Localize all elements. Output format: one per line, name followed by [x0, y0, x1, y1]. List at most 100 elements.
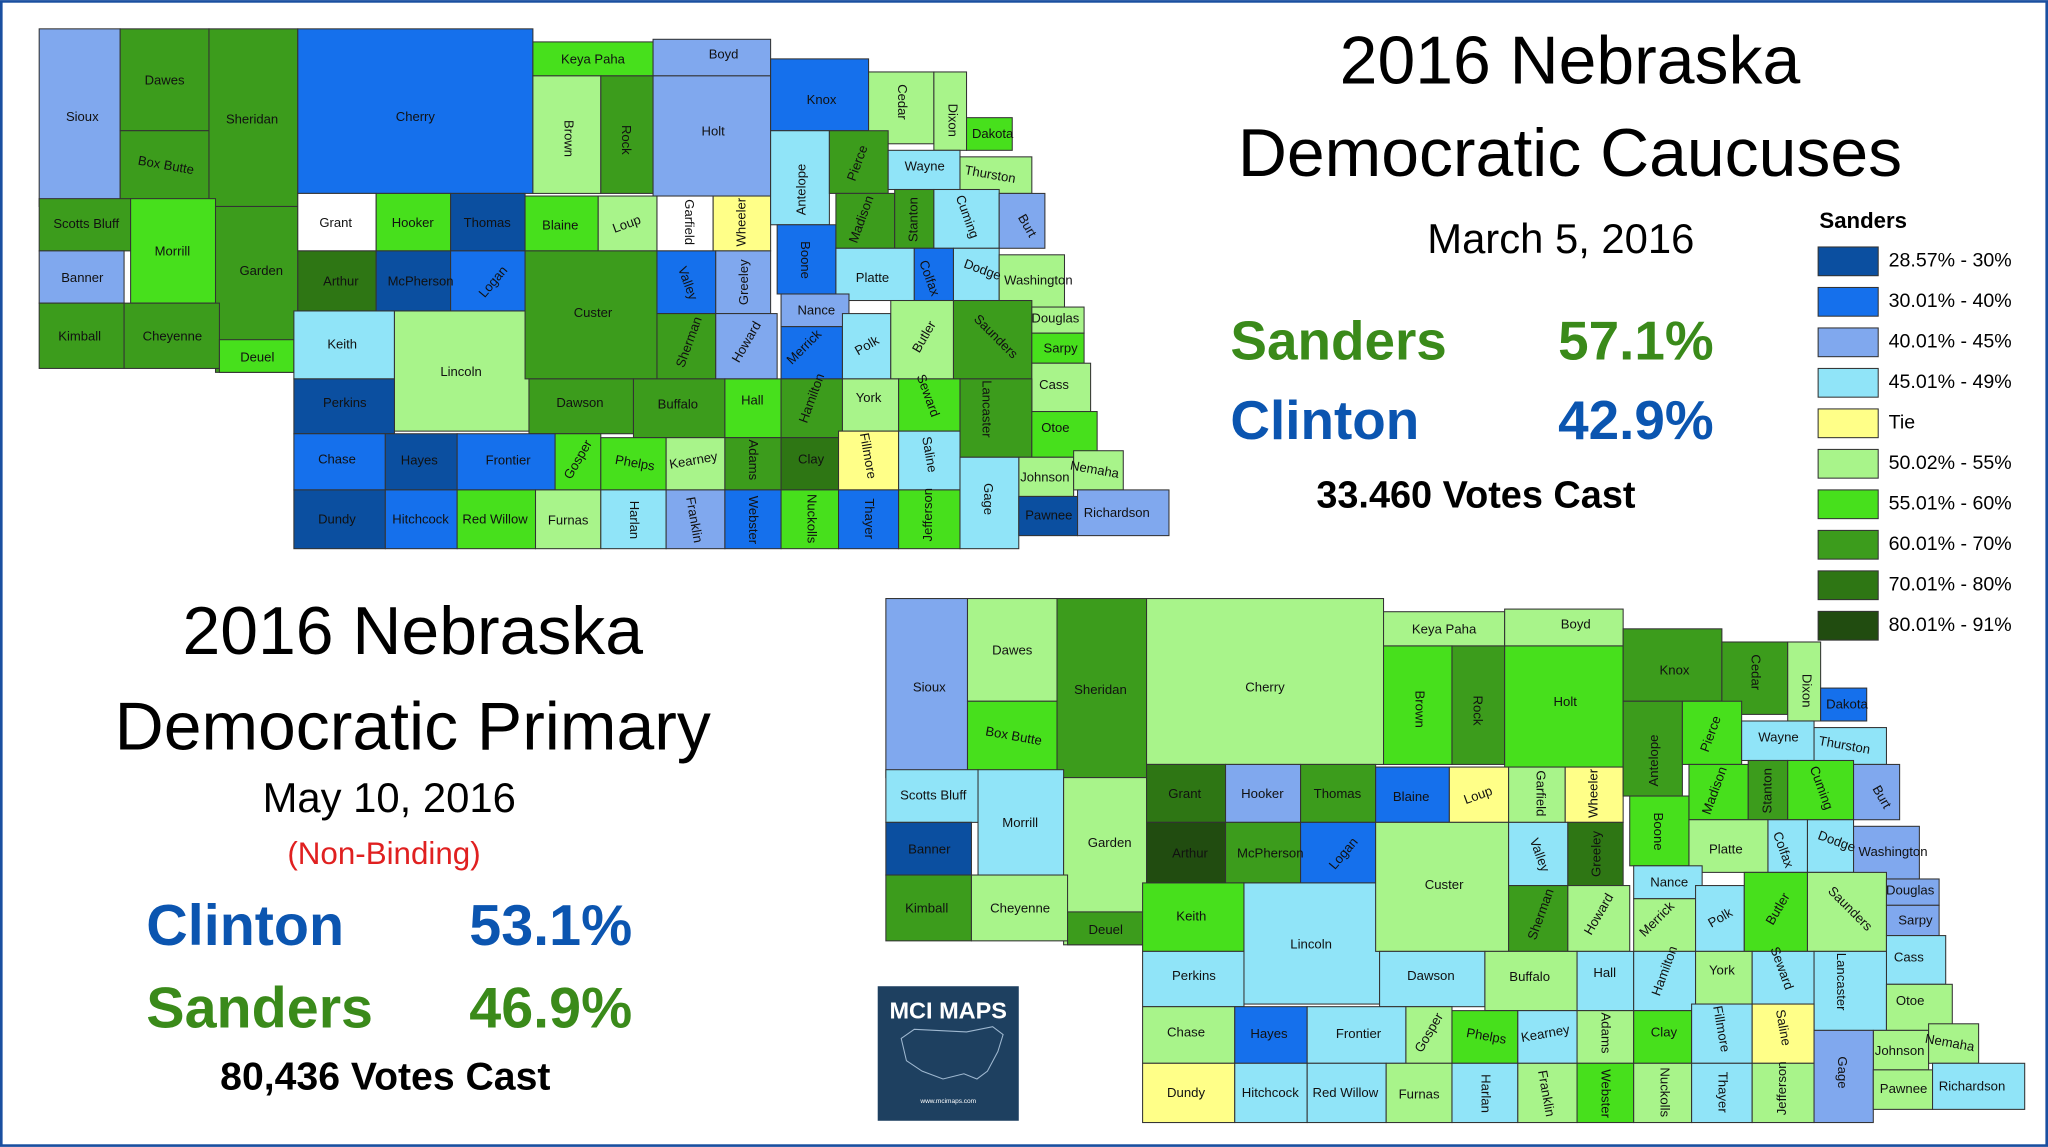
- county-label: Blaine: [542, 218, 578, 233]
- county: [293, 310, 395, 380]
- county-label: Antelope: [1646, 735, 1661, 787]
- legend-label: 30.01% - 40%: [1889, 290, 2012, 312]
- candidate-share: 46.9%: [469, 977, 632, 1041]
- legend-swatch: [1817, 327, 1879, 358]
- county: [1508, 885, 1569, 952]
- legend-label: 70.01% - 80%: [1889, 573, 2012, 595]
- county: [1383, 645, 1453, 765]
- county: [1629, 795, 1690, 867]
- county-label: Greeley: [736, 259, 751, 305]
- county: [966, 700, 1058, 779]
- county: [913, 247, 954, 302]
- county: [1234, 1062, 1308, 1124]
- county-label: Kimball: [905, 901, 948, 916]
- legend-label: 40.01% - 45%: [1889, 330, 2012, 352]
- county-label: Otoe: [1896, 993, 1925, 1008]
- primary-title: 2016 Nebraska: [182, 594, 643, 669]
- county: [724, 489, 782, 550]
- county-label: Sarpy: [1044, 340, 1079, 355]
- county: [1885, 878, 1940, 906]
- county-label: Deuel: [1089, 922, 1123, 937]
- county: [841, 378, 900, 432]
- county-label: Hall: [741, 393, 764, 408]
- county: [890, 299, 954, 380]
- county-label: Scotts Bluff: [900, 788, 967, 803]
- county: [1451, 1062, 1519, 1124]
- county: [1691, 1062, 1753, 1124]
- county: [952, 247, 1000, 302]
- county: [119, 28, 210, 132]
- county-label: Custer: [1425, 877, 1464, 892]
- county-label: Cherry: [1245, 680, 1285, 695]
- county-label: Blaine: [1393, 789, 1430, 804]
- county: [1813, 950, 1887, 1031]
- county-label: Grant: [1168, 786, 1201, 801]
- county: [1885, 935, 1947, 985]
- county-label: Cheyenne: [143, 329, 202, 344]
- county: [38, 198, 132, 252]
- primary-note: (Non-Binding): [287, 836, 480, 871]
- county-label: Dakota: [972, 126, 1014, 141]
- county-label: Lancaster: [1834, 953, 1849, 1011]
- county-label: Wheeler: [733, 197, 748, 246]
- county: [384, 489, 458, 550]
- county-label: McPherson: [388, 274, 454, 289]
- county: [1504, 608, 1624, 647]
- county: [656, 313, 717, 380]
- county-label: Rock: [619, 125, 634, 155]
- county: [959, 156, 1033, 194]
- county-label: Boone: [798, 241, 813, 279]
- county: [38, 302, 125, 369]
- candidate-name: Sanders: [1230, 309, 1446, 371]
- county: [1383, 611, 1506, 647]
- county-label: Furnas: [1399, 1086, 1440, 1101]
- county: [966, 117, 1013, 151]
- county-label: Nance: [1650, 874, 1688, 889]
- candidate-name: Sanders: [146, 977, 373, 1041]
- county-label: Boyd: [1561, 616, 1591, 631]
- county-label: Arthur: [323, 274, 359, 289]
- county-label: Wheeler: [1586, 768, 1601, 818]
- county: [898, 430, 961, 491]
- county: [885, 769, 979, 823]
- county-label: Hooker: [1241, 786, 1284, 801]
- county: [1622, 700, 1683, 797]
- county: [123, 302, 220, 369]
- county-label: Thayer: [1715, 1072, 1730, 1114]
- county-label: Holt: [1554, 694, 1578, 709]
- county-label: Nuckolls: [805, 494, 820, 544]
- county: [1743, 871, 1808, 952]
- county: [293, 489, 386, 550]
- county: [524, 195, 599, 252]
- logo-us-outline: [900, 1026, 1004, 1080]
- county: [1056, 598, 1148, 779]
- county-label: Antelope: [793, 164, 808, 216]
- legend-label: Tie: [1889, 411, 1916, 433]
- county-label: Hitchcock: [1242, 1085, 1299, 1100]
- county-label: Stanton: [1759, 768, 1774, 813]
- county-label: Richardson: [1939, 1078, 2006, 1093]
- county: [1517, 1010, 1578, 1064]
- county: [1234, 1006, 1308, 1064]
- legend-swatch: [1817, 570, 1879, 601]
- county: [1853, 763, 1901, 821]
- county-label: Kimball: [58, 329, 101, 344]
- county: [959, 378, 1033, 458]
- text-layer: 2016 Nebraska Democratic Caucuses March 5,…: [115, 23, 2012, 1121]
- county-label: Hayes: [1250, 1026, 1288, 1041]
- legend-title: Sanders: [1819, 208, 1907, 233]
- county-label: Thomas: [464, 215, 512, 230]
- county: [1787, 641, 1822, 722]
- county-label: Boone: [1651, 813, 1666, 851]
- county: [894, 188, 935, 249]
- county: [933, 71, 968, 151]
- county-label: Platte: [1709, 841, 1743, 856]
- county: [600, 75, 654, 194]
- county: [656, 250, 717, 315]
- county-label: Dixon: [946, 104, 961, 137]
- county: [898, 378, 961, 432]
- county: [898, 489, 961, 550]
- county: [885, 598, 969, 779]
- county-label: McPherson: [1237, 845, 1304, 860]
- county: [1504, 645, 1624, 768]
